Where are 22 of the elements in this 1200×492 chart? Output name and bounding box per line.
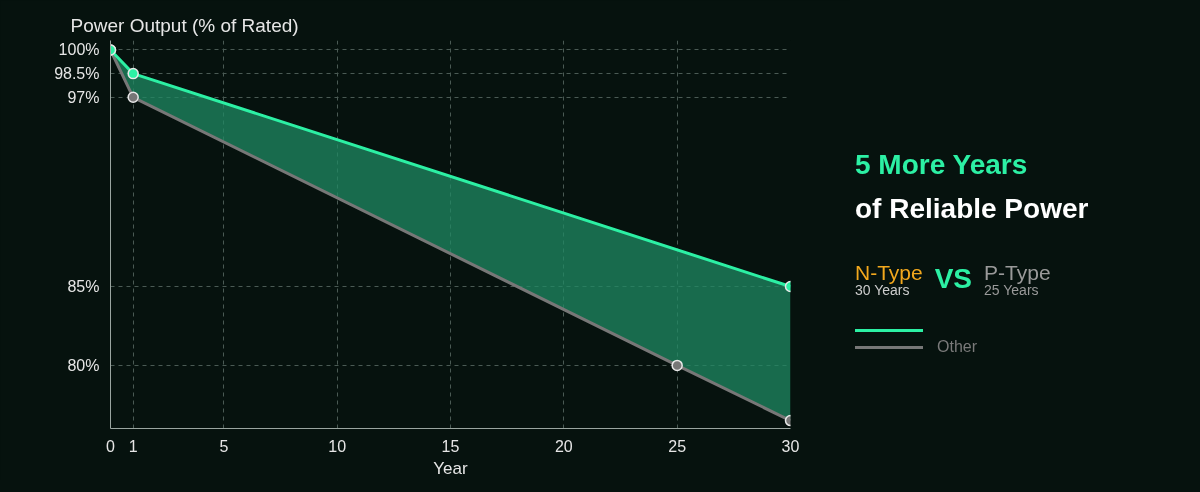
x-tick-label: 30 <box>781 437 800 455</box>
x-tick-label: 10 <box>328 437 347 455</box>
x-tick-label: 15 <box>441 437 460 455</box>
x-tick-label: 20 <box>554 437 573 455</box>
legend-label: Other <box>937 337 978 357</box>
text: P-Type <box>984 260 1051 284</box>
x-tick-label: 1 <box>128 437 138 455</box>
text: VS <box>934 263 973 294</box>
x-axis-title: Year <box>433 458 469 478</box>
text: N-Type <box>855 260 923 284</box>
y-tick-label: 80% <box>67 356 100 374</box>
x-tick-label: 25 <box>668 437 687 455</box>
point <box>127 91 139 104</box>
x-tick-label: 5 <box>219 437 229 455</box>
y-tick-label: 85% <box>67 278 100 296</box>
x-tick-label: 0 <box>106 437 116 455</box>
y-axis-title: Power Output (% of Rated) <box>70 14 299 36</box>
y-tick-label: 97% <box>67 88 100 106</box>
text: 5 More Years <box>855 148 1029 182</box>
y-tick-label: 98.5% <box>54 65 100 83</box>
y-tick-label: 100% <box>58 41 100 59</box>
text: of Reliable Power <box>855 192 1090 226</box>
